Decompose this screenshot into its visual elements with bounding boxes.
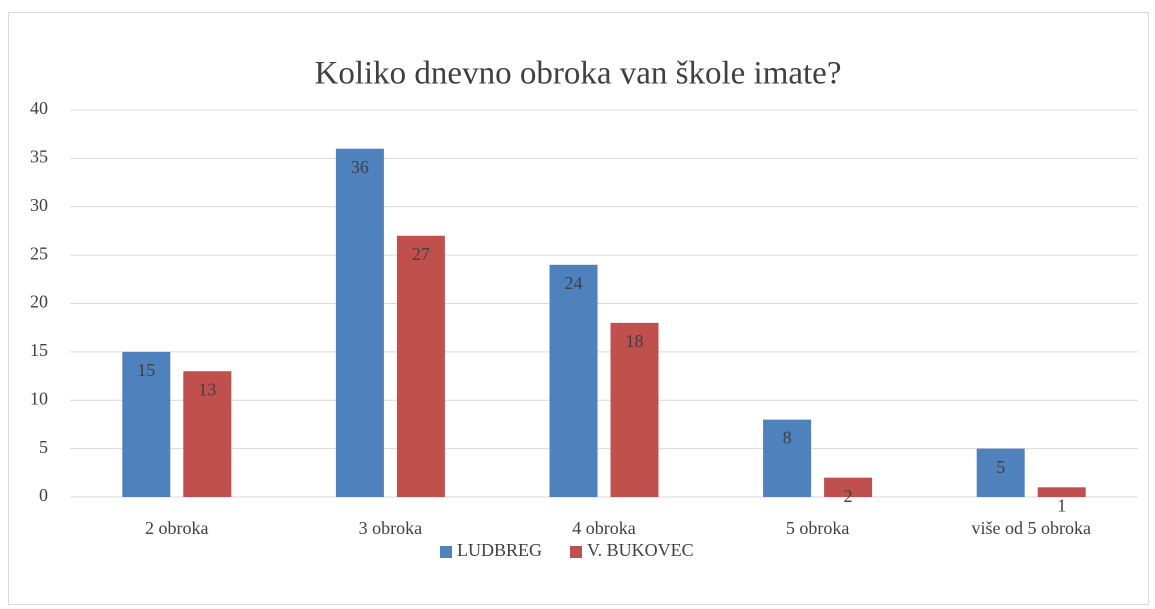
y-tick-label: 30 xyxy=(30,195,48,215)
x-tick-label: 4 obroka xyxy=(572,518,635,538)
bar xyxy=(396,235,445,497)
legend-label: V. BUKOVEC xyxy=(587,540,694,560)
data-label: 5 xyxy=(996,457,1005,477)
bar xyxy=(824,477,873,497)
bar xyxy=(610,322,659,497)
bar xyxy=(976,448,1025,497)
data-label: 8 xyxy=(783,428,792,448)
data-label: 13 xyxy=(198,379,216,399)
legend-swatch xyxy=(570,546,582,558)
bar xyxy=(335,148,384,497)
y-tick-label: 5 xyxy=(39,437,48,457)
data-label: 27 xyxy=(412,244,430,264)
x-tick-label: 3 obroka xyxy=(359,518,422,538)
y-tick-label: 0 xyxy=(39,485,48,505)
y-tick-label: 35 xyxy=(30,147,48,167)
bar xyxy=(183,371,232,497)
bar xyxy=(763,419,812,497)
data-label: 18 xyxy=(626,331,644,351)
legend-swatch xyxy=(440,546,452,558)
y-tick-label: 10 xyxy=(30,388,48,408)
legend-label: LUDBREG xyxy=(457,540,542,560)
x-tick-label: 5 obroka xyxy=(786,518,849,538)
bar xyxy=(122,351,171,497)
x-tick-label: 2 obroka xyxy=(145,518,208,538)
y-tick-label: 15 xyxy=(30,340,48,360)
data-label: 2 xyxy=(844,486,853,506)
chart-title: Koliko dnevno obroka van škole imate? xyxy=(315,56,842,92)
y-tick-label: 25 xyxy=(30,243,48,263)
bar xyxy=(549,264,598,497)
bar xyxy=(1037,487,1086,497)
y-tick-label: 20 xyxy=(30,292,48,312)
data-label: 1 xyxy=(1057,495,1066,515)
y-tick-label: 40 xyxy=(30,98,48,118)
data-label: 24 xyxy=(565,273,583,293)
data-label: 15 xyxy=(137,360,155,380)
data-label: 36 xyxy=(351,157,369,177)
x-tick-label: više od 5 obroka xyxy=(971,518,1090,538)
